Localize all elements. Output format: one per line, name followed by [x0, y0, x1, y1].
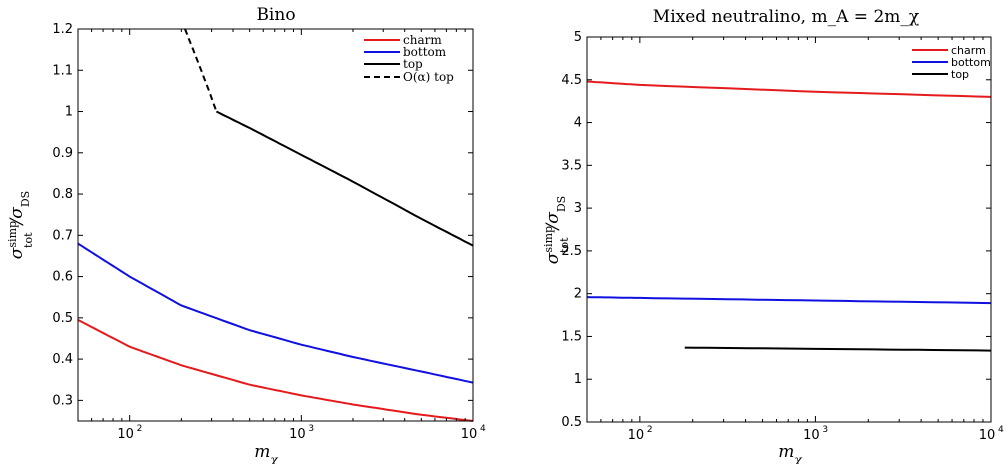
x-tick-exponent: 3 — [308, 424, 314, 434]
y-tick-label: 0.9 — [52, 146, 73, 161]
bino-x-axis-label: mχ — [254, 442, 278, 464]
series-line-charm — [586, 80, 992, 98]
legend-label-charm: charm — [951, 44, 986, 57]
mixed-plot-frame — [586, 36, 992, 423]
y-tick-label: 0.4 — [52, 352, 73, 367]
y-tick-label: 4 — [574, 116, 582, 131]
x-tick-label: 10 — [628, 428, 645, 443]
x-tick-label: 10 — [289, 427, 306, 442]
y-tick-label: 0.5 — [52, 311, 73, 326]
x-tick-exponent: 4 — [998, 425, 1004, 435]
y-tick-label: 1.1 — [52, 63, 73, 78]
y-tick-label: 0.7 — [52, 228, 73, 243]
y-tick-label: 5 — [574, 30, 582, 45]
y-tick-label: 0.3 — [52, 393, 73, 408]
series-line-charm — [77, 319, 474, 422]
legend-label-bottom: bottom — [951, 56, 991, 69]
legend-label-bottom: bottom — [403, 45, 447, 59]
bino-chart: Bino 0.30.40.50.60.70.80.911.11.2 10 2 10 3… — [6, 5, 487, 464]
y-tick-label: 2.5 — [561, 244, 582, 259]
y-tick-label: 4.5 — [561, 73, 582, 88]
series-line-top — [215, 110, 474, 247]
series-line-bottom — [77, 242, 474, 384]
y-tick-label: 0.5 — [561, 415, 582, 430]
mixed-legend: charm bottom top — [912, 44, 991, 81]
x-tick-exponent: 2 — [647, 425, 653, 435]
x-tick-label: 10 — [117, 427, 134, 442]
series-line-o----top — [184, 28, 218, 112]
bino-legend: charm bottom top O(α) top — [364, 33, 454, 84]
y-tick-label: 3 — [574, 201, 582, 216]
y-tick-label: 1 — [65, 105, 73, 120]
mixed-neutralino-chart: Mixed neutralino, m_A = 2m_χ 0.5 1 1.5 2 2.5… — [542, 7, 1004, 464]
legend-label-oalpha-top: O(α) top — [403, 70, 454, 84]
y-tick-label: 1.5 — [561, 329, 582, 344]
x-tick-label: 10 — [461, 427, 478, 442]
x-tick-label: 10 — [979, 428, 996, 443]
mixed-x-axis-label: mχ — [778, 442, 802, 464]
bino-y-axis-label: σsimp tot/σDS — [6, 191, 36, 259]
x-tick-exponent: 2 — [137, 424, 143, 434]
x-tick-exponent: 4 — [480, 424, 486, 434]
bino-plot-frame — [77, 28, 474, 422]
x-tick-exponent: 3 — [822, 425, 828, 435]
x-tick-label: 10 — [803, 428, 820, 443]
y-tick-label: 1.2 — [52, 22, 73, 37]
legend-label-charm: charm — [403, 33, 442, 47]
y-tick-label: 2 — [574, 287, 582, 302]
mixed-chart-title: Mixed neutralino, m_A = 2m_χ — [653, 7, 919, 27]
y-tick-label: 0.8 — [52, 187, 73, 202]
series-line-top — [684, 346, 992, 352]
series-line-bottom — [586, 296, 992, 305]
y-tick-label: 0.6 — [52, 270, 73, 285]
legend-label-top: top — [951, 68, 969, 81]
y-tick-label: 3.5 — [561, 158, 582, 173]
bino-chart-title: Bino — [256, 5, 295, 25]
y-tick-label: 1 — [574, 372, 582, 387]
mixed-y-axis-label: σsimp tot/σDS — [542, 196, 572, 264]
legend-label-top: top — [403, 57, 423, 71]
